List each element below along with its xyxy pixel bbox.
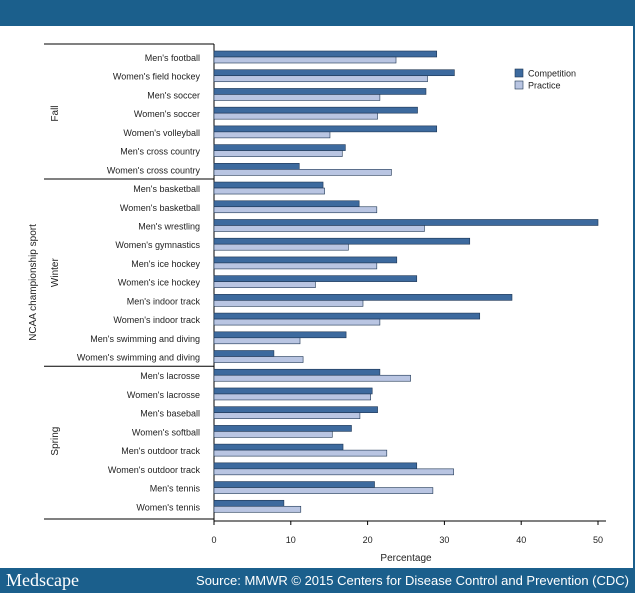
bar-practice	[213, 281, 316, 288]
bar-practice	[213, 505, 302, 513]
category-label: Women's ice hockey	[118, 278, 201, 288]
category-label: Men's indoor track	[127, 296, 201, 306]
category-label: Women's tennis	[136, 502, 200, 512]
category-label: Women's outdoor track	[108, 465, 201, 475]
bar-competition	[213, 163, 300, 170]
bar-practice	[213, 449, 388, 457]
bar-competition	[213, 125, 438, 133]
x-tick-label: 40	[516, 535, 526, 545]
category-label: Men's basketball	[133, 184, 200, 194]
category-label: Men's wrestling	[138, 221, 200, 231]
bar-competition	[213, 181, 324, 189]
footer-bar: Medscape Source: MMWR © 2015 Centers for…	[0, 568, 635, 593]
bar-competition	[213, 481, 375, 488]
bar-practice	[213, 412, 361, 419]
bar-competition	[213, 144, 346, 151]
group-label-winter: Winter	[50, 258, 61, 288]
bar-competition	[213, 50, 438, 58]
header-bar	[0, 0, 635, 26]
header-bar-inner	[0, 0, 600, 24]
bar-competition	[213, 387, 373, 395]
bar-competition	[213, 237, 471, 245]
bar-practice	[213, 356, 304, 363]
category-label: Men's cross country	[120, 147, 200, 157]
bar-competition	[213, 106, 418, 114]
category-label: Women's gymnastics	[115, 240, 200, 250]
category-label: Women's indoor track	[113, 315, 200, 325]
bar-competition	[213, 462, 418, 470]
category-label: Women's soccer	[134, 109, 200, 119]
category-label: Women's basketball	[120, 203, 200, 213]
bar-practice	[213, 75, 428, 83]
legend-label-competition: Competition	[528, 69, 576, 79]
category-label: Women's swimming and diving	[77, 353, 200, 363]
category-label: Women's volleyball	[123, 128, 200, 138]
bar-practice	[213, 206, 378, 214]
bar-competition	[213, 219, 599, 226]
source-credit: Source: MMWR © 2015 Centers for Disease …	[196, 573, 629, 588]
bar-competition	[213, 350, 275, 357]
category-label: Men's lacrosse	[140, 371, 200, 381]
bar-practice	[213, 262, 378, 270]
bar-practice	[213, 393, 371, 401]
bar-practice	[213, 318, 381, 326]
frame-right-edge	[633, 26, 635, 568]
x-tick-label: 50	[593, 535, 603, 545]
category-label: Women's lacrosse	[127, 390, 200, 400]
category-label: Men's outdoor track	[121, 446, 200, 456]
legend-swatch-competition	[514, 68, 524, 78]
x-tick-label: 10	[286, 535, 296, 545]
bar-practice	[213, 225, 425, 232]
x-tick-label: 20	[363, 535, 373, 545]
x-tick-label: 30	[439, 535, 449, 545]
category-label: Women's cross country	[107, 165, 201, 175]
bar-practice	[213, 300, 364, 307]
bar-practice	[213, 374, 411, 382]
category-label: Men's tennis	[150, 484, 201, 494]
bar-practice	[213, 243, 349, 251]
bar-practice	[213, 487, 434, 494]
y-axis-title: NCAA championship sport	[28, 224, 39, 341]
category-label: Women's field hockey	[113, 72, 201, 82]
legend-label-practice: Practice	[528, 81, 561, 91]
category-label: Men's football	[145, 53, 200, 63]
group-label-fall: Fall	[50, 105, 61, 121]
bar-practice	[213, 56, 397, 64]
bar-practice	[213, 169, 392, 176]
bar-practice	[213, 187, 325, 195]
bar-competition	[213, 69, 455, 77]
bar-competition	[213, 406, 378, 413]
bar-competition	[213, 331, 347, 339]
category-label: Men's swimming and diving	[90, 334, 200, 344]
bar-chart: Fall Winter Spring NCAA championship sport M…	[28, 43, 606, 564]
category-label: Men's ice hockey	[131, 259, 200, 269]
x-tick-label: 0	[211, 535, 216, 545]
bar-competition	[213, 368, 381, 376]
bar-practice	[213, 431, 333, 438]
bar-competition	[213, 200, 360, 208]
bar-practice	[213, 131, 331, 139]
bar-competition	[213, 443, 344, 451]
group-label-spring: Spring	[50, 427, 61, 456]
bar-competition	[213, 425, 352, 432]
bar-competition	[213, 499, 285, 507]
bar-competition	[213, 312, 481, 320]
x-axis-title: Percentage	[380, 553, 432, 564]
bar-practice	[213, 94, 381, 101]
bar-competition	[213, 88, 427, 95]
category-label: Women's softball	[132, 427, 200, 437]
bar-practice	[213, 150, 343, 157]
bar-competition	[213, 275, 418, 282]
bar-competition	[213, 256, 398, 264]
bar-practice	[213, 468, 454, 476]
bar-practice	[213, 337, 301, 345]
category-label: Men's baseball	[140, 409, 200, 419]
medscape-logo: Medscape	[6, 570, 79, 590]
legend-swatch-practice	[514, 80, 524, 90]
bar-practice	[213, 112, 378, 120]
category-label: Men's soccer	[147, 90, 200, 100]
bar-competition	[213, 294, 513, 301]
